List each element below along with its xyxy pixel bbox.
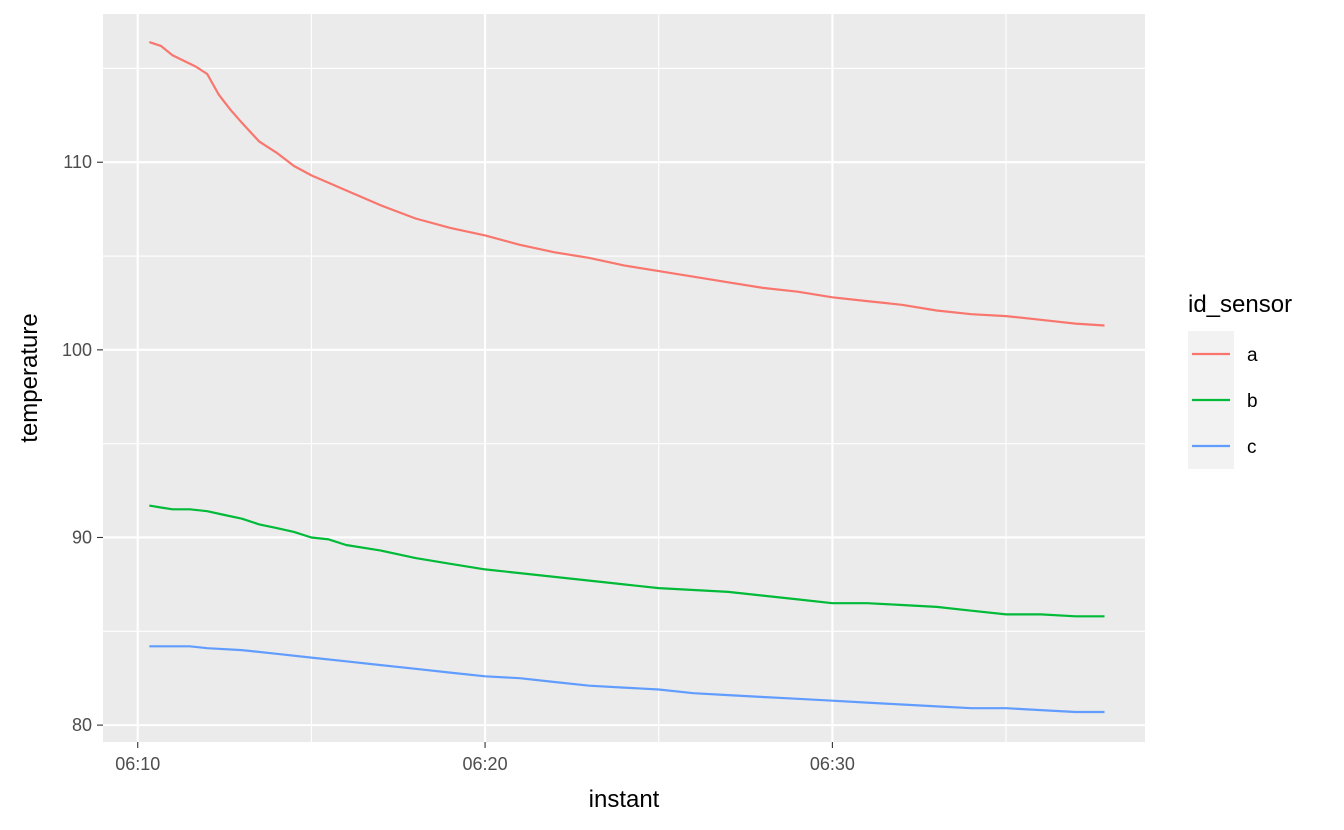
x-tick-label: 06:10 <box>115 754 160 774</box>
series-line-a <box>148 41 1105 327</box>
x-tick-label: 06:30 <box>810 754 855 774</box>
series-layer <box>148 41 1105 714</box>
series-line-c <box>149 645 1105 714</box>
legend-label-b: b <box>1247 391 1258 412</box>
series-line-b <box>149 504 1105 618</box>
y-tick-label: 100 <box>62 340 92 360</box>
y-tick-label: 80 <box>72 715 92 735</box>
grid-major <box>103 14 1145 742</box>
grid-minor <box>103 14 1145 742</box>
plot-panel <box>103 14 1145 742</box>
legend: id_sensor a b c <box>1188 291 1292 469</box>
x-tick-label: 06:20 <box>463 754 508 774</box>
y-axis: 80 90 100 110 <box>62 152 103 735</box>
legend-keys: a b c <box>1188 331 1258 469</box>
y-axis-title: temperature <box>16 313 43 442</box>
y-tick-label: 90 <box>72 527 92 547</box>
legend-label-c: c <box>1247 437 1257 458</box>
y-tick-label: 110 <box>63 152 92 172</box>
legend-label-a: a <box>1247 345 1258 366</box>
x-axis-title: instant <box>589 786 660 813</box>
x-axis: 06:10 06:20 06:30 <box>115 742 855 774</box>
legend-title: id_sensor <box>1188 291 1292 318</box>
